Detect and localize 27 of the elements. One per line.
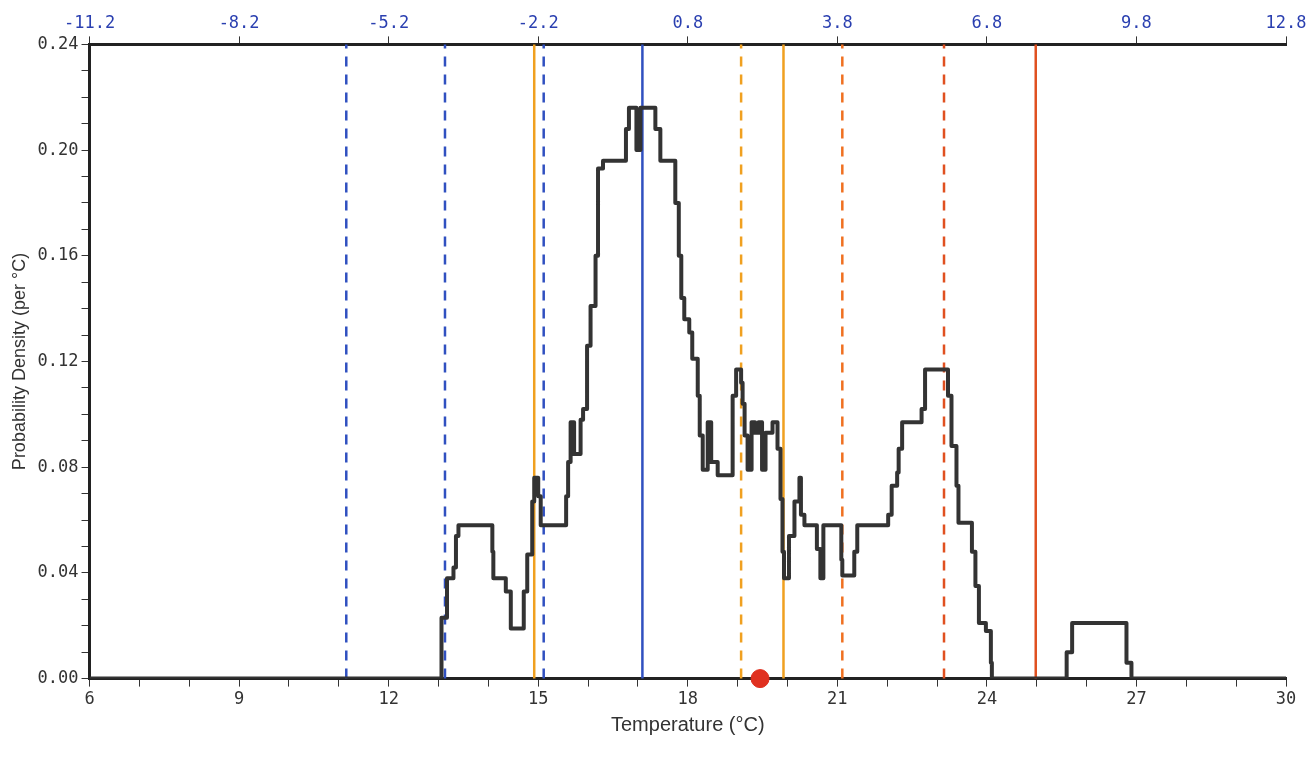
x-tick-label: 24 <box>976 688 998 709</box>
x-tick-label: 15 <box>527 688 549 709</box>
x2-tick-label: -8.2 <box>218 11 260 32</box>
y-tick-label: 0.24 <box>37 32 79 53</box>
x-tick-label: 27 <box>1126 688 1147 709</box>
x2-tick-label: -11.2 <box>63 11 116 32</box>
x2-tick-label: 3.8 <box>821 11 853 32</box>
x2-tick-label: 12.8 <box>1265 11 1307 32</box>
x2-tick-label: 0.8 <box>672 11 704 32</box>
y-tick-label: 0.08 <box>37 455 79 476</box>
x2-tick-label: -2.2 <box>517 11 559 32</box>
y-tick-label: 0.12 <box>37 349 79 370</box>
x2-tick-label: -5.2 <box>368 11 410 32</box>
y-tick-label: 0.20 <box>37 138 79 159</box>
x-tick-label: 21 <box>827 688 848 709</box>
x2-tick-label: 6.8 <box>971 11 1003 32</box>
x-tick-label: 12 <box>378 688 399 709</box>
y-axis-title: Probability Density (per °C) <box>8 252 29 471</box>
x-axis-title: Temperature (°C) <box>610 712 765 735</box>
x-tick-label: 30 <box>1275 688 1297 709</box>
x-tick-label: 18 <box>677 688 699 709</box>
y-tick-label: 0.04 <box>37 561 79 582</box>
y-tick-label: 0.00 <box>37 667 79 688</box>
x-tick-label: 6 <box>84 688 95 709</box>
y-tick-label: 0.16 <box>37 244 79 265</box>
x-tick-label: 9 <box>233 688 245 709</box>
x2-tick-label: 9.8 <box>1121 11 1152 32</box>
